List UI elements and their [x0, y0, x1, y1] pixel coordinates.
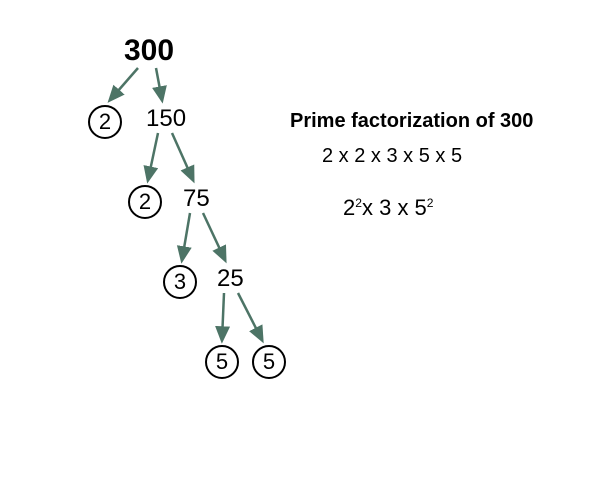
tree-arrow: [172, 133, 193, 180]
tree-arrow: [203, 213, 225, 260]
composite-node: 5: [252, 345, 286, 379]
exp-mid: x 3 x 5: [362, 195, 427, 220]
prime-node: 2: [88, 105, 122, 139]
expanded-text: 2 x 2 x 3 x 5 x 5: [322, 145, 462, 167]
exp-power: 2: [427, 196, 434, 210]
tree-arrow: [110, 68, 138, 100]
prime-node: 3: [163, 265, 197, 299]
prime-node: 2: [128, 185, 162, 219]
prime-value: 2: [139, 189, 151, 215]
expanded-form: 2 x 2 x 3 x 5 x 5: [322, 145, 462, 168]
root-value: 300: [124, 34, 174, 68]
composite-node: 150: [146, 105, 186, 133]
prime-value: 2: [99, 109, 111, 135]
tree-arrow: [238, 293, 262, 340]
prime-value: 5: [216, 349, 228, 375]
composite-value: 5: [263, 349, 275, 375]
title-text: Prime factorization of 300: [290, 110, 533, 132]
prime-value: 3: [174, 269, 186, 295]
tree-arrow: [148, 133, 158, 180]
tree-arrows: [0, 0, 600, 500]
exp-power: 2: [355, 196, 362, 210]
prime-node: 5: [205, 345, 239, 379]
composite-value: 75: [183, 185, 210, 213]
tree-arrow: [222, 293, 224, 340]
tree-root: 300: [124, 34, 174, 68]
exponent-form: 22x 3 x 52: [343, 195, 600, 221]
exp-base: 2: [343, 195, 355, 220]
composite-value: 150: [146, 105, 186, 133]
tree-arrow: [182, 213, 190, 260]
title: Prime factorization of 300: [290, 110, 533, 133]
tree-arrow: [156, 68, 162, 100]
composite-value: 25: [217, 265, 244, 293]
composite-node: 75: [183, 185, 210, 213]
composite-node: 25: [217, 265, 244, 293]
